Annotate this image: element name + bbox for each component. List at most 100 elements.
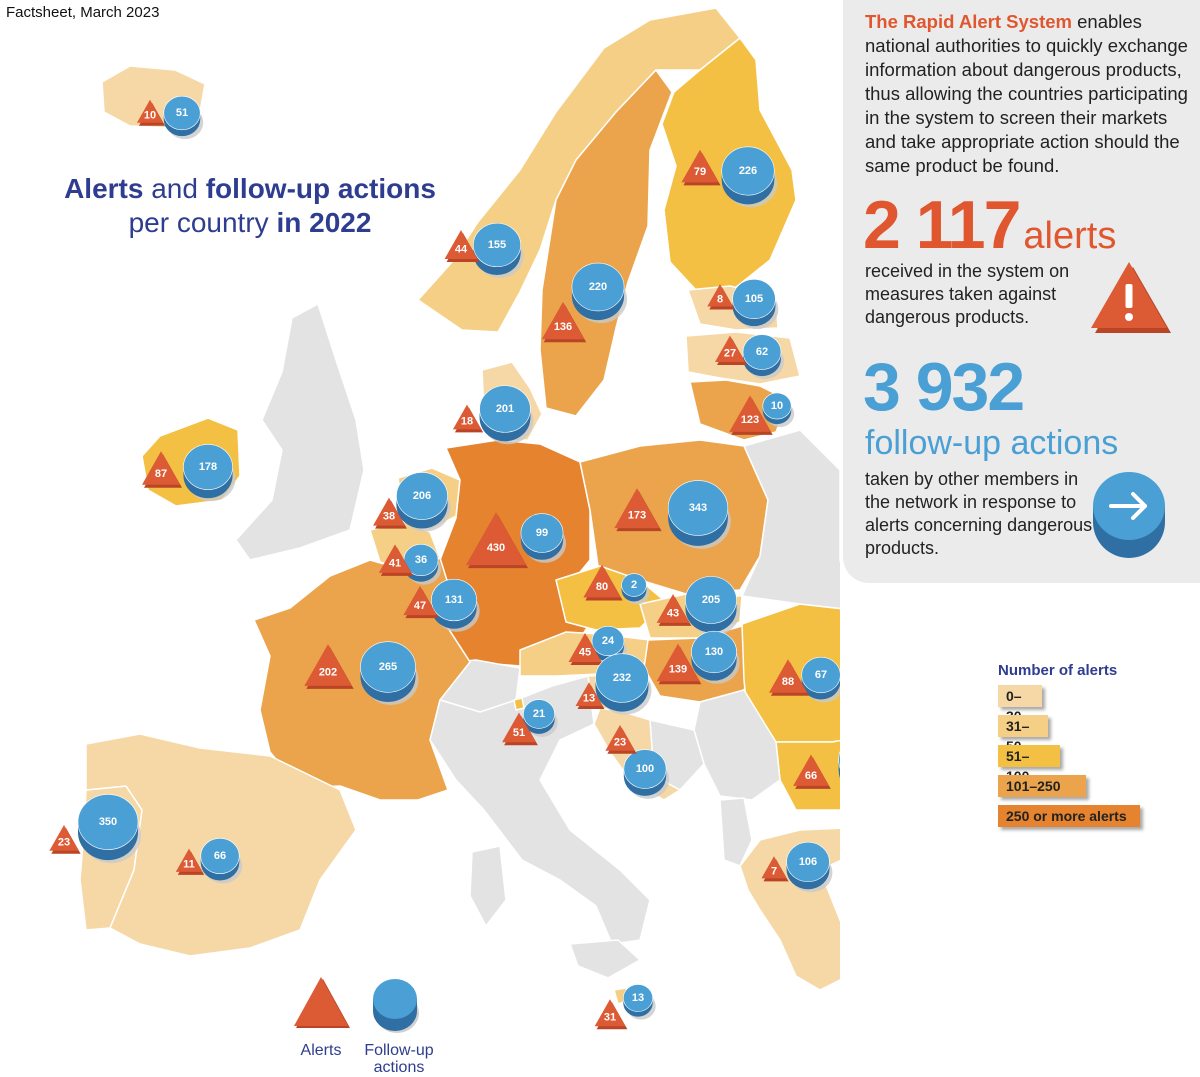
legend: Number of alerts 0–3031–5051–100101–250 2… xyxy=(998,662,1140,835)
alerts-marker-sweden: 136 xyxy=(541,301,587,343)
alerts-marker-czechia: 80 xyxy=(583,564,623,601)
alerts-marker-hungary: 139 xyxy=(656,643,702,685)
alerts-marker-romania: 88 xyxy=(768,659,810,696)
country-shape-liechtenstein xyxy=(513,697,525,711)
actions-value-finland: 226 xyxy=(739,165,757,177)
legend-item: 101–250 xyxy=(998,775,1086,797)
legend-item: 0–30 xyxy=(998,685,1042,724)
alerts-marker-lithuania: 123 xyxy=(729,395,773,435)
map-title: Alerts and follow-up actions per country… xyxy=(0,172,500,240)
actions-marker-spain: 66 xyxy=(200,837,243,884)
map-title-alerts: Alerts xyxy=(64,173,144,204)
intro-highlight: The Rapid Alert System xyxy=(865,11,1072,32)
info-panel: The Rapid Alert System enables national … xyxy=(843,0,1200,583)
actions-value-sweden: 220 xyxy=(589,281,607,293)
country-shape-sicily xyxy=(569,939,641,979)
actions-marker-portugal: 350 xyxy=(77,794,141,864)
alerts-value-lithuania: 123 xyxy=(741,414,759,426)
actions-marker-bulgaria: 325 xyxy=(838,751,840,779)
alerts-marker-finland: 79 xyxy=(681,149,721,186)
actions-marker-latvia: 62 xyxy=(742,334,784,380)
alerts-value-poland: 173 xyxy=(628,509,646,521)
actions-value-ireland: 178 xyxy=(199,461,217,473)
alerts-value-austria: 45 xyxy=(579,647,591,659)
alerts-marker-malta: 31 xyxy=(594,999,628,1030)
alerts-description: received in the system on measures taken… xyxy=(865,261,1070,327)
actions-value-netherlands: 206 xyxy=(413,490,431,502)
actions-marker-liechtenstein: 21 xyxy=(523,699,558,737)
actions-value-latvia: 62 xyxy=(756,346,768,358)
arrow-right-circle-icon xyxy=(1093,472,1165,558)
key-actions-label: Follow-up actions xyxy=(364,1042,434,1076)
actions-value-lithuania: 10 xyxy=(771,400,783,412)
alerts-marker-belgium: 41 xyxy=(378,544,414,576)
actions-value-iceland: 51 xyxy=(176,107,188,119)
actions-marker-ireland: 178 xyxy=(183,444,236,502)
alerts-value-finland: 79 xyxy=(694,166,706,178)
actions-description: taken by other members in the network in… xyxy=(865,469,1093,558)
alerts-total-unit: alerts xyxy=(1023,215,1117,257)
map-title-year: in 2022 xyxy=(276,207,372,238)
alerts-value-czechia: 80 xyxy=(596,581,608,593)
alerts-value-portugal: 23 xyxy=(58,837,70,849)
europe-map: 51 10 155 44 220 136 226 79 105 8 62 2 7 10 123 201 18 17… xyxy=(49,7,840,1030)
actions-value-luxembourg: 131 xyxy=(445,594,463,606)
map-title-per-country: per country xyxy=(128,207,277,238)
intro-body: enables national authorities to quickly … xyxy=(865,11,1188,176)
actions-marker-lithuania: 10 xyxy=(762,392,795,428)
alerts-marker-spain: 11 xyxy=(175,848,205,875)
alerts-value-norway: 44 xyxy=(455,244,468,256)
alerts-value-denmark: 18 xyxy=(461,415,473,427)
alerts-value-spain: 11 xyxy=(183,858,195,870)
actions-marker-norway: 155 xyxy=(473,222,524,279)
actions-value-malta: 13 xyxy=(632,992,644,1004)
actions-value-poland: 343 xyxy=(689,502,707,514)
country-shape-sardinia xyxy=(469,845,507,927)
actions-marker-poland: 343 xyxy=(667,480,731,549)
actions-value-belgium: 36 xyxy=(415,554,427,566)
warning-triangle-icon xyxy=(1091,262,1171,333)
key-alerts-icon xyxy=(294,977,350,1028)
actions-value-estonia: 105 xyxy=(745,293,763,305)
alerts-value-liechtenstein: 51 xyxy=(513,727,525,739)
alerts-marker-luxembourg: 47 xyxy=(403,585,439,619)
alerts-value-luxembourg: 47 xyxy=(414,600,426,612)
actions-value-norway: 155 xyxy=(488,239,506,251)
actions-marker-greece: 106 xyxy=(786,841,833,893)
alerts-value-hungary: 139 xyxy=(669,663,687,675)
alerts-marker-estonia: 8 xyxy=(707,284,735,310)
actions-value-denmark: 201 xyxy=(496,403,514,415)
actions-marker-slovenia: 232 xyxy=(595,653,652,715)
alerts-marker-croatia: 23 xyxy=(605,725,637,754)
actions-value-hungary: 130 xyxy=(705,646,723,658)
actions-marker-iceland: 51 xyxy=(163,95,204,140)
actions-value-croatia: 100 xyxy=(636,763,654,775)
alerts-value-sweden: 136 xyxy=(554,321,572,333)
alerts-marker-france: 202 xyxy=(304,644,354,689)
alerts-marker-austria: 45 xyxy=(568,633,604,666)
alerts-value-greece: 7 xyxy=(771,865,777,877)
map-title-and: and xyxy=(143,173,206,204)
actions-value-czechia: 2 xyxy=(631,579,637,591)
actions-marker-malta: 13 xyxy=(623,984,656,1020)
actions-marker-croatia: 100 xyxy=(623,749,670,799)
actions-value-liechtenstein: 21 xyxy=(533,708,545,720)
legend-title: Number of alerts xyxy=(998,662,1118,679)
alerts-value-iceland: 10 xyxy=(144,109,156,121)
country-shape-albania xyxy=(719,797,753,867)
actions-value-france: 265 xyxy=(379,661,397,673)
alerts-marker-iceland: 10 xyxy=(136,99,166,126)
alerts-value-romania: 88 xyxy=(782,676,794,688)
actions-marker-estonia: 105 xyxy=(732,279,779,330)
alerts-value-ireland: 87 xyxy=(155,468,167,480)
actions-marker-czechia: 2 xyxy=(621,573,650,605)
alerts-value-croatia: 23 xyxy=(614,737,626,749)
alerts-marker-ireland: 87 xyxy=(142,451,182,488)
alerts-marker-portugal: 23 xyxy=(49,825,81,854)
actions-total-unit: follow-up actions xyxy=(865,424,1119,462)
alerts-value-malta: 31 xyxy=(604,1012,616,1024)
alerts-total-number: 2 117 xyxy=(863,187,1021,263)
alerts-value-bulgaria: 66 xyxy=(805,770,817,782)
alerts-total: 2 117 alerts xyxy=(863,186,1116,264)
intro-text: The Rapid Alert System enables national … xyxy=(865,10,1195,178)
